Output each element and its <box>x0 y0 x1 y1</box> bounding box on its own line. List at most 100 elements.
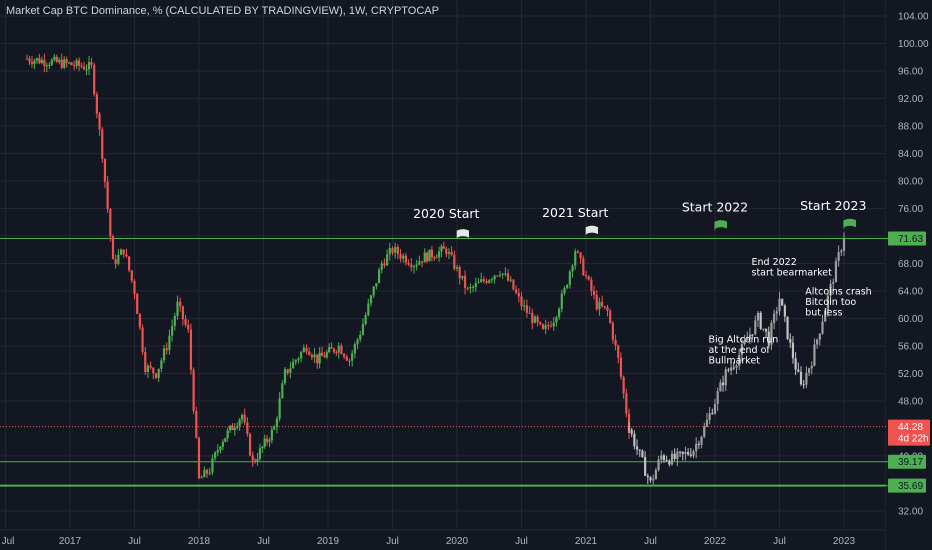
white-flag-icon[interactable] <box>456 229 469 239</box>
price-candle[interactable] <box>598 301 601 310</box>
projection-candle[interactable] <box>654 469 657 480</box>
white-flag-icon[interactable] <box>585 225 598 236</box>
price-candle[interactable] <box>399 254 402 259</box>
projection-candle[interactable] <box>767 331 770 345</box>
price-candle[interactable] <box>251 455 254 461</box>
price-candle[interactable] <box>433 257 436 259</box>
price-candle[interactable] <box>574 251 577 266</box>
price-candle[interactable] <box>528 312 531 314</box>
projection-candle[interactable] <box>826 295 829 311</box>
annotation-note[interactable]: End 2022 start bearmarket <box>752 257 833 279</box>
price-candle[interactable] <box>445 248 448 254</box>
projection-candle[interactable] <box>716 391 719 404</box>
price-candle[interactable] <box>568 271 571 285</box>
price-candle[interactable] <box>310 354 313 358</box>
price-candle[interactable] <box>254 460 257 462</box>
price-candle[interactable] <box>351 353 354 361</box>
projection-candle[interactable] <box>791 342 795 359</box>
price-candle[interactable] <box>305 347 308 352</box>
price-candle[interactable] <box>402 255 405 259</box>
price-candle[interactable] <box>162 348 166 361</box>
price-candle[interactable] <box>525 305 528 313</box>
price-candle[interactable] <box>270 429 273 441</box>
price-candle[interactable] <box>498 274 502 276</box>
price-candle[interactable] <box>200 477 203 479</box>
y-axis[interactable]: 104.00 100.00 96.00 92.00 88.00 84.00 80.00 76.… <box>885 0 932 550</box>
annotation-note[interactable]: Big Altcoin run at the end of Bullmarket <box>709 335 779 367</box>
price-candle[interactable] <box>300 352 303 359</box>
price-candle[interactable] <box>320 352 324 356</box>
price-candle[interactable] <box>203 469 206 478</box>
price-candle[interactable] <box>440 246 443 252</box>
price-candle[interactable] <box>328 347 331 353</box>
price-candle[interactable] <box>226 430 229 439</box>
projection-candle[interactable] <box>724 369 727 386</box>
annotation-label[interactable]: Start 2023 <box>800 198 866 213</box>
price-candle[interactable] <box>208 472 211 474</box>
price-candle[interactable] <box>146 365 150 373</box>
price-candle[interactable] <box>504 273 507 275</box>
price-candle[interactable] <box>263 438 266 447</box>
projection-candle[interactable] <box>633 433 636 447</box>
price-candle[interactable] <box>318 352 321 364</box>
price-candle[interactable] <box>238 419 241 427</box>
price-candle[interactable] <box>219 446 222 451</box>
price-candle[interactable] <box>325 352 328 358</box>
projection-candle[interactable] <box>665 460 668 462</box>
price-candle[interactable] <box>415 264 418 267</box>
price-candle[interactable] <box>517 292 520 297</box>
projection-candle[interactable] <box>697 443 700 445</box>
price-candle[interactable] <box>35 58 39 61</box>
price-candle[interactable] <box>278 398 281 419</box>
price-candle[interactable] <box>160 360 163 369</box>
projection-candle[interactable] <box>730 367 733 371</box>
price-candle[interactable] <box>173 315 176 326</box>
price-candle[interactable] <box>82 66 86 70</box>
price-candle[interactable] <box>512 279 515 290</box>
price-candle[interactable] <box>256 458 259 462</box>
price-candle[interactable] <box>221 441 224 447</box>
projection-candle[interactable] <box>703 426 706 437</box>
price-candle[interactable] <box>520 296 523 307</box>
price-candle[interactable] <box>224 438 227 442</box>
price-candle[interactable] <box>93 64 96 95</box>
price-candle[interactable] <box>455 267 459 269</box>
price-candle[interactable] <box>450 252 453 255</box>
price-candle[interactable] <box>430 249 434 258</box>
price-candle[interactable] <box>75 60 78 66</box>
price-candle[interactable] <box>426 252 429 262</box>
price-candle[interactable] <box>128 256 131 271</box>
projection-candle[interactable] <box>700 436 703 445</box>
projection-candle[interactable] <box>670 453 674 465</box>
price-candle[interactable] <box>289 368 292 373</box>
price-candle[interactable] <box>216 450 219 453</box>
price-candle[interactable] <box>33 60 36 64</box>
projection-candle[interactable] <box>746 339 749 341</box>
price-candle[interactable] <box>474 283 477 287</box>
price-candle[interactable] <box>587 276 590 280</box>
projection-candle[interactable] <box>681 451 684 454</box>
price-candle[interactable] <box>95 94 98 114</box>
projection-candle[interactable] <box>630 429 633 434</box>
price-candle[interactable] <box>407 262 410 265</box>
price-candle[interactable] <box>606 307 609 311</box>
projection-candle[interactable] <box>719 382 722 392</box>
price-candle[interactable] <box>353 344 356 354</box>
price-candle[interactable] <box>240 414 244 420</box>
price-candle[interactable] <box>547 325 550 327</box>
price-candle[interactable] <box>412 266 416 268</box>
price-candle[interactable] <box>184 319 187 325</box>
projection-candle[interactable] <box>805 372 808 385</box>
price-candle[interactable] <box>157 368 160 379</box>
price-candle[interactable] <box>437 251 441 258</box>
price-candle[interactable] <box>48 64 51 66</box>
projection-candle[interactable] <box>775 311 778 314</box>
projection-candle[interactable] <box>743 340 746 345</box>
price-candle[interactable] <box>144 352 147 373</box>
projection-candle[interactable] <box>646 475 649 477</box>
price-candle[interactable] <box>579 252 582 259</box>
projection-candle[interactable] <box>657 459 660 470</box>
price-candle[interactable] <box>308 351 311 355</box>
price-candle[interactable] <box>453 254 456 269</box>
price-candle[interactable] <box>458 267 461 279</box>
